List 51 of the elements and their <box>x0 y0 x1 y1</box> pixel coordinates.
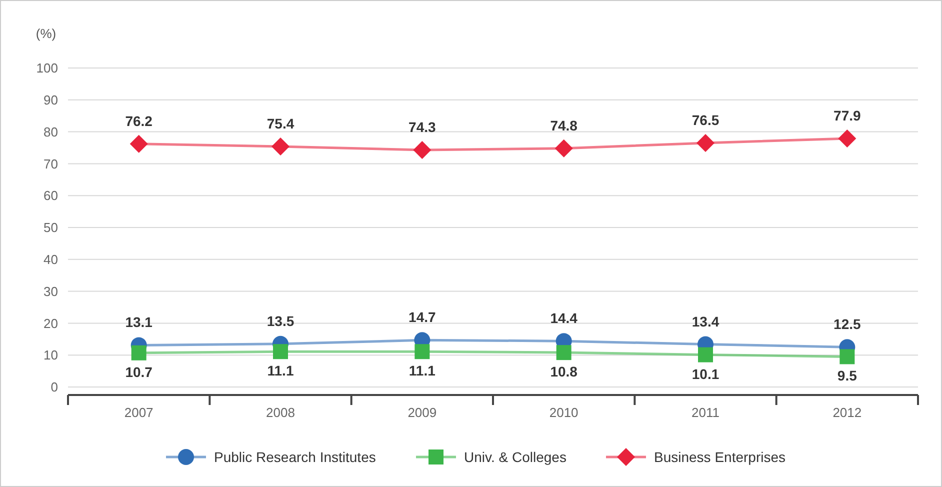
y-tick-label: 90 <box>44 92 58 108</box>
data-label: 13.4 <box>692 313 720 330</box>
data-label: 10.7 <box>125 364 153 380</box>
point <box>696 134 714 152</box>
data-label: 75.4 <box>266 115 294 132</box>
y-tick-label: 60 <box>44 188 58 204</box>
point <box>840 349 855 364</box>
point <box>556 345 572 360</box>
y-tick-label: 50 <box>44 220 58 236</box>
y-tick-label: 70 <box>44 156 58 172</box>
point <box>130 134 148 153</box>
y-tick-label: 80 <box>44 124 58 140</box>
data-label: 14.4 <box>550 310 578 326</box>
data-label: 10.8 <box>550 364 578 380</box>
legend-label: Business Enterprises <box>654 448 786 465</box>
point <box>554 139 573 158</box>
y-axis-title: (%) <box>36 26 56 41</box>
data-label: 10.1 <box>692 366 720 382</box>
x-tick-label: 2009 <box>408 405 437 420</box>
data-label: 74.8 <box>550 117 578 134</box>
point <box>838 130 856 148</box>
data-label: 12.5 <box>834 316 862 332</box>
y-tick-label: 0 <box>50 380 58 395</box>
data-label: 9.5 <box>837 368 858 384</box>
point <box>414 344 430 360</box>
x-tick-label: 2008 <box>266 405 295 420</box>
data-label: 76.5 <box>692 112 720 128</box>
y-tick-label: 10 <box>44 348 58 363</box>
x-tick-label: 2007 <box>124 405 154 420</box>
legend-label: Univ. & Colleges <box>464 448 566 465</box>
y-tick-label: 40 <box>44 252 58 267</box>
y-tick-label: 20 <box>44 316 58 331</box>
data-label: 74.3 <box>408 118 436 135</box>
point <box>131 345 146 360</box>
data-label: 14.7 <box>408 309 436 326</box>
x-tick-label: 2012 <box>832 405 862 420</box>
point <box>272 137 290 156</box>
legend-label: Public Research Institutes <box>214 448 376 465</box>
data-label: 77.9 <box>834 108 862 124</box>
data-label: 76.2 <box>125 112 153 129</box>
x-tick-label: 2010 <box>549 405 578 420</box>
data-label: 11.1 <box>408 362 436 379</box>
data-label: 11.1 <box>267 362 294 379</box>
y-tick-label: 30 <box>44 284 58 299</box>
y-tick-label: 100 <box>36 60 58 76</box>
point <box>413 140 432 159</box>
data-label: 13.1 <box>125 314 153 330</box>
point <box>698 347 713 362</box>
x-tick-label: 2011 <box>692 405 720 420</box>
data-label: 13.5 <box>266 312 294 329</box>
point <box>273 344 288 360</box>
